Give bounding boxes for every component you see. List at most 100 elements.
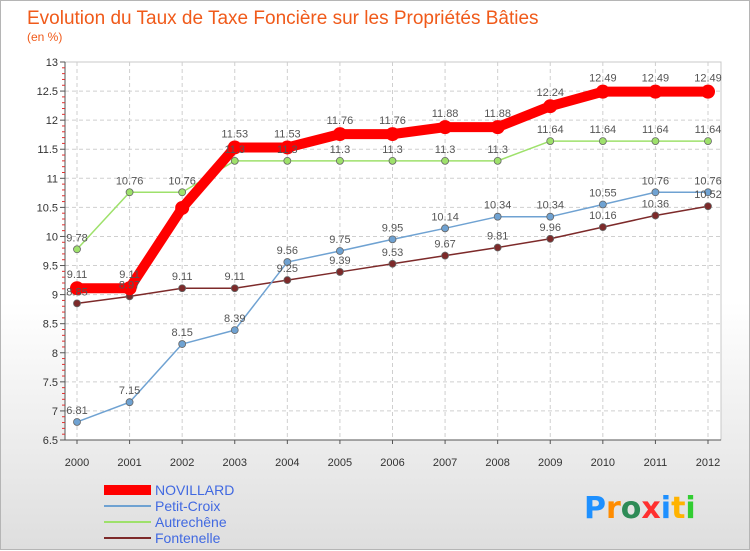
- data-label: 12.49: [694, 73, 722, 85]
- data-label: 10.76: [642, 175, 670, 187]
- data-point-novillard: [175, 200, 190, 215]
- data-label: 8.97: [119, 279, 140, 291]
- data-point-novillard: [438, 120, 453, 135]
- data-label: 11.3: [435, 144, 456, 156]
- data-point-novillard: [701, 84, 715, 99]
- x-tick-label: 2010: [591, 457, 615, 469]
- data-point-petit-croix: [651, 188, 660, 197]
- logo-letter: x: [641, 491, 660, 526]
- data-labels: 6.81 7.15 8.15 8.39 9.56 9.75 9.95 10.14 10.34 10…: [66, 73, 721, 417]
- data-label: 10.76: [694, 175, 722, 187]
- data-point-fontenelle: [651, 211, 660, 220]
- data-point-novillard: [490, 120, 505, 135]
- data-label: 10.76: [116, 175, 144, 187]
- data-label: 9.81: [487, 231, 508, 243]
- data-point-novillard: [332, 127, 347, 142]
- grid: [64, 61, 722, 441]
- data-label: 11.3: [330, 144, 351, 156]
- y-tick-label: 12.5: [37, 86, 58, 98]
- data-label: 11.64: [695, 124, 722, 136]
- data-point-petit-croix: [704, 188, 712, 197]
- y-tick-label: 7: [52, 406, 58, 418]
- data-point-novillard: [543, 99, 558, 114]
- data-label: 10.16: [589, 210, 617, 222]
- data-label: 11.64: [537, 124, 564, 136]
- x-tick-label: 2008: [485, 457, 509, 469]
- data-label: 9.11: [67, 269, 88, 281]
- data-point-petit-croix: [493, 212, 502, 221]
- logo-letter: o: [621, 491, 642, 526]
- data-label: 8.39: [224, 313, 245, 325]
- data-label: 7.15: [119, 385, 140, 397]
- data-label: 11.76: [327, 115, 354, 127]
- x-tick-label: 2011: [644, 457, 668, 469]
- x-tick-label: 2005: [328, 457, 352, 469]
- data-label: 9.56: [277, 245, 298, 257]
- data-point-autrech-ne: [493, 156, 502, 165]
- data-label: 10.76: [168, 175, 196, 187]
- logo-letter: r: [606, 491, 621, 526]
- data-point-petit-croix: [441, 224, 449, 233]
- data-point-autrech-ne: [283, 156, 292, 165]
- x-tick-label: 2006: [380, 457, 404, 469]
- data-label: 10.14: [431, 211, 459, 223]
- y-tick-label: 10: [46, 231, 58, 243]
- data-point-autrech-ne: [651, 137, 660, 145]
- y-tick-label: 13: [46, 57, 58, 69]
- y-axis-unit: (en %): [27, 30, 62, 44]
- data-point-autrech-ne: [336, 156, 344, 165]
- y-tick-label: 11: [47, 173, 58, 185]
- data-point-petit-croix: [598, 200, 607, 209]
- y-tick-label: 10.5: [37, 202, 58, 214]
- data-label: 9.95: [382, 222, 403, 234]
- logo-letter: i: [685, 491, 695, 526]
- data-point-autrech-ne: [178, 188, 187, 197]
- chart-title: Evolution du Taux de Taxe Foncière sur l…: [27, 8, 539, 29]
- data-label: 10.34: [536, 200, 564, 212]
- data-point-novillard: [648, 84, 663, 99]
- y-tick-label: 9: [52, 290, 58, 302]
- data-label: 9.67: [434, 239, 455, 251]
- logo-letter: P: [584, 491, 606, 526]
- x-tick-label: 2002: [170, 457, 194, 469]
- data-label: 12.49: [589, 73, 617, 85]
- data-point-autrech-ne: [546, 137, 555, 145]
- data-label: 10.34: [484, 200, 512, 212]
- data-label: 9.11: [224, 271, 245, 283]
- data-point-autrech-ne: [441, 156, 449, 165]
- data-label: 9.96: [540, 222, 561, 234]
- data-label: 8.15: [171, 327, 192, 339]
- data-point-petit-croix: [546, 212, 555, 221]
- data-point-autrech-ne: [598, 137, 607, 145]
- data-label: 8.85: [66, 286, 87, 298]
- x-tick-label: 2001: [117, 457, 141, 469]
- data-point-fontenelle: [441, 251, 449, 260]
- data-point-autrech-ne: [388, 156, 397, 165]
- data-point-petit-croix: [125, 398, 134, 407]
- y-tick-label: 6.5: [43, 435, 58, 447]
- y-tick-label: 8.5: [43, 319, 58, 331]
- data-label: 9.75: [329, 234, 350, 246]
- data-label: 10.52: [694, 189, 722, 201]
- legend-label: Petit-Croix: [155, 498, 220, 514]
- data-label: 11.53: [274, 128, 301, 140]
- data-label: 11.3: [487, 144, 508, 156]
- series-lines: [70, 84, 715, 426]
- y-tick-label: 12: [46, 115, 58, 127]
- data-label: 10.36: [642, 199, 670, 211]
- x-tick-label: 2000: [65, 457, 89, 469]
- data-label: 9.78: [66, 232, 87, 244]
- data-label: 11.76: [379, 115, 406, 127]
- y-tick-label: 7.5: [43, 377, 58, 389]
- data-point-fontenelle: [704, 202, 712, 211]
- data-point-fontenelle: [73, 299, 81, 308]
- logo-letter: t: [671, 491, 685, 526]
- data-label: 9.39: [329, 255, 350, 267]
- x-tick-label: 2009: [538, 457, 562, 469]
- data-point-autrech-ne: [704, 137, 712, 145]
- proxiti-logo: Proxiti: [584, 491, 696, 526]
- data-point-petit-croix: [336, 247, 344, 255]
- data-label: 9.53: [382, 247, 403, 259]
